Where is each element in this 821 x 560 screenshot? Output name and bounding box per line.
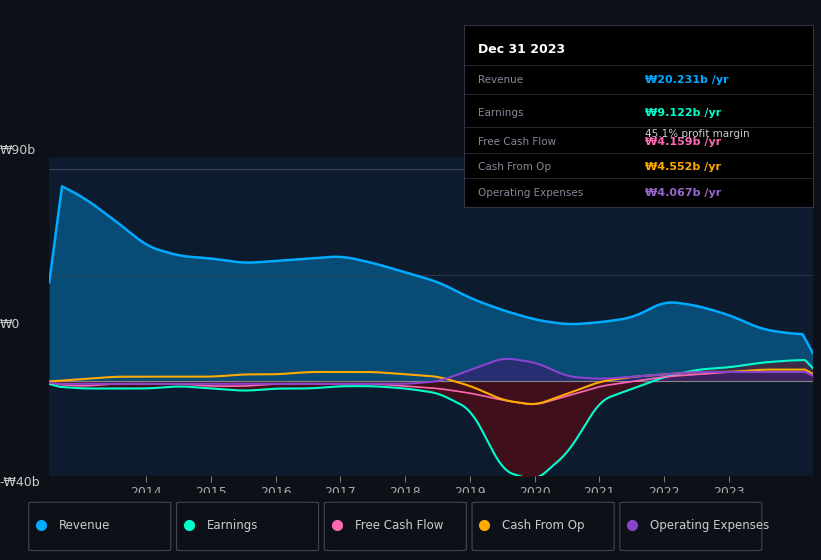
Text: Dec 31 2023: Dec 31 2023 bbox=[478, 43, 565, 57]
Text: Cash From Op: Cash From Op bbox=[478, 162, 551, 172]
Text: ₩4.552b /yr: ₩4.552b /yr bbox=[645, 162, 722, 172]
Text: Operating Expenses: Operating Expenses bbox=[650, 519, 769, 531]
Text: Operating Expenses: Operating Expenses bbox=[478, 188, 583, 198]
Text: Revenue: Revenue bbox=[59, 519, 111, 531]
Text: ₩90b: ₩90b bbox=[0, 144, 36, 157]
Text: -₩40b: -₩40b bbox=[0, 476, 40, 489]
Text: Earnings: Earnings bbox=[478, 108, 523, 118]
Text: 45.1% profit margin: 45.1% profit margin bbox=[645, 129, 750, 139]
Text: Earnings: Earnings bbox=[207, 519, 259, 531]
Text: Revenue: Revenue bbox=[478, 75, 523, 85]
Text: ₩20.231b /yr: ₩20.231b /yr bbox=[645, 75, 729, 85]
Text: Free Cash Flow: Free Cash Flow bbox=[355, 519, 443, 531]
Text: ₩0: ₩0 bbox=[0, 318, 20, 331]
Text: ₩9.122b /yr: ₩9.122b /yr bbox=[645, 108, 722, 118]
Text: Cash From Op: Cash From Op bbox=[502, 519, 585, 531]
Text: ₩4.159b /yr: ₩4.159b /yr bbox=[645, 137, 722, 147]
Text: ₩4.067b /yr: ₩4.067b /yr bbox=[645, 188, 722, 198]
Text: Free Cash Flow: Free Cash Flow bbox=[478, 137, 556, 147]
